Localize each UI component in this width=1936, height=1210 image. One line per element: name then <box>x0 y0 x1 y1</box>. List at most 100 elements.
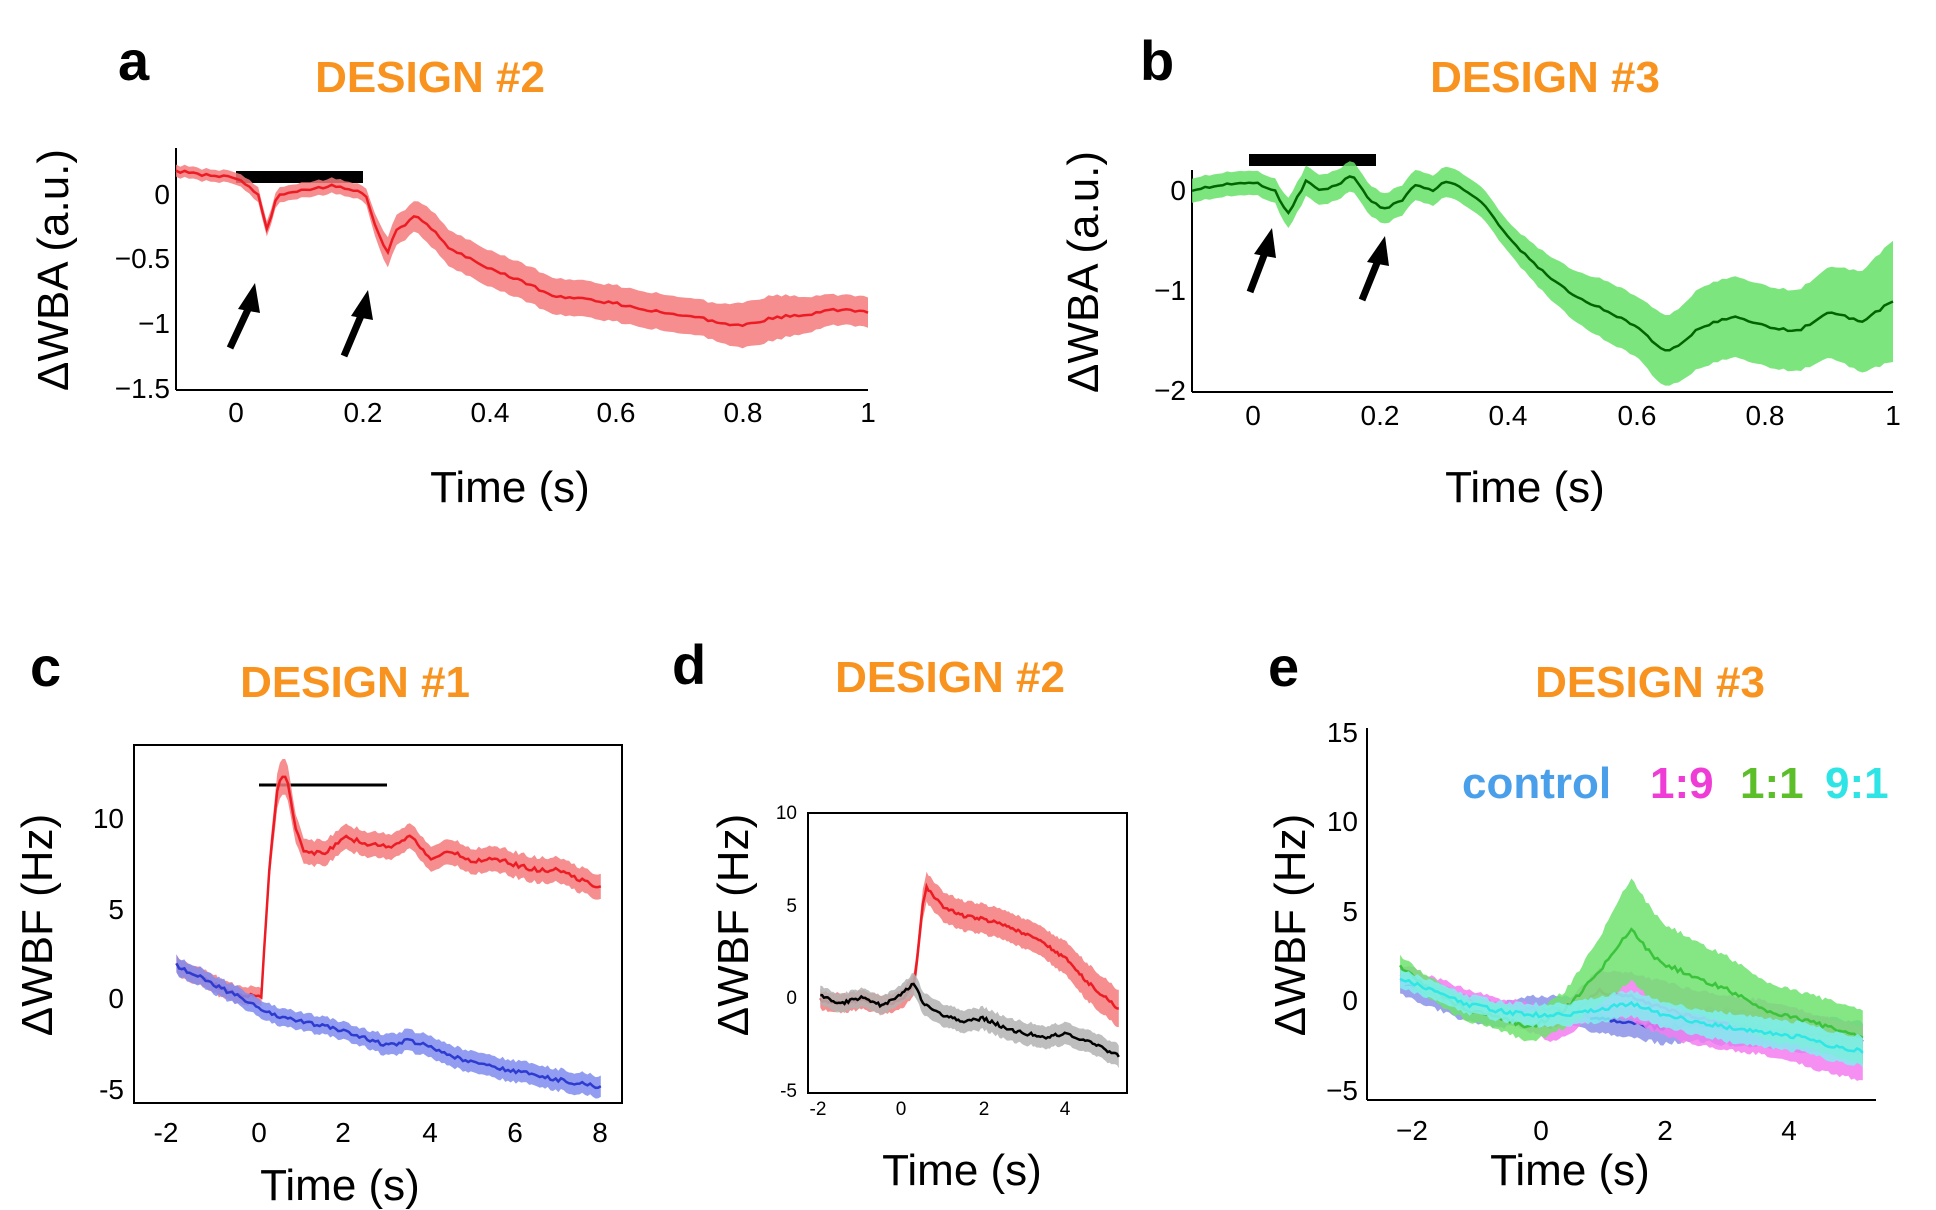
panel-e-ylabel: ΔWBF (Hz) <box>1266 814 1315 1036</box>
panel-b-plot <box>1191 161 1894 386</box>
panel-a-ytick-2: −1 <box>138 308 170 339</box>
panel-e-xtick-1: 0 <box>1533 1115 1549 1146</box>
panel-c-xtick-1: 0 <box>251 1117 267 1148</box>
panel-d-xtick-0: -2 <box>810 1099 827 1120</box>
panel-a-xtick-0: 0 <box>228 397 244 428</box>
panel-e-plot <box>1399 878 1864 1081</box>
panel-a-series-0-line <box>175 169 869 328</box>
panel-c-ytick-3: -5 <box>99 1074 124 1105</box>
panel-a-ylabel: ΔWBA (a.u.) <box>29 149 78 391</box>
panel-e-series-1-error-band <box>1400 965 1863 1081</box>
panel-a-xtick-4: 0.8 <box>724 397 763 428</box>
panel-b-xtick-1: 0.2 <box>1361 400 1400 431</box>
panel-e-ytick-2: 5 <box>1342 896 1358 927</box>
panel-d-series-0-error-band <box>820 871 1119 1028</box>
panel-d-series-1-line <box>820 982 1120 1058</box>
panel-d-xtick-1: 0 <box>896 1099 907 1120</box>
panel-d-ytick-1: 5 <box>786 896 797 917</box>
panel-c-xtick-2: 2 <box>335 1117 351 1148</box>
panel-b-label: b <box>1140 29 1174 92</box>
panel-e-xtick-3: 4 <box>1781 1115 1797 1146</box>
panel-a-ytick-3: −1.5 <box>115 373 170 404</box>
panel-d-label: d <box>672 633 706 696</box>
panel-b-arrow-2 <box>1358 236 1389 302</box>
panel-c-series-1-line <box>175 962 602 1090</box>
panel-b-ytick-2: −2 <box>1154 375 1186 406</box>
panel-c-frame <box>133 744 623 1104</box>
panel-d-ytick-0: 10 <box>776 803 797 824</box>
panel-b-ytick-1: −1 <box>1154 275 1186 306</box>
panel-d-frame <box>807 812 1128 1094</box>
panel-c-ylabel: ΔWBF (Hz) <box>13 814 62 1036</box>
panel-c-series-1-error-band <box>176 954 601 1099</box>
panel-c-title: DESIGN #1 <box>240 658 470 707</box>
panel-c-xlabel: Time (s) <box>260 1161 420 1210</box>
panel-c-ytick-2: 0 <box>108 983 124 1014</box>
panel-d-ytick-3: -5 <box>780 1081 797 1102</box>
panel-d-y-ticks: 10 5 0 -5 <box>776 803 797 1102</box>
panel-c-ytick-0: 10 <box>93 803 124 834</box>
panel-e-ytick-4: −5 <box>1326 1075 1358 1106</box>
panel-b-xtick-0: 0 <box>1245 400 1261 431</box>
panel-d-ytick-2: 0 <box>786 988 797 1009</box>
panel-a-title: DESIGN #2 <box>315 53 545 102</box>
panel-b: b DESIGN #3 0 0.2 0.4 0.6 0.8 1 0 −1 −2 … <box>1059 29 1901 512</box>
panel-b-y-ticks: 0 −1 −2 <box>1154 175 1186 406</box>
panel-e-x-ticks: −2 0 2 4 <box>1396 1115 1797 1146</box>
panel-d-plot <box>819 871 1120 1069</box>
panel-a-xtick-1: 0.2 <box>344 397 383 428</box>
panel-e-series-3-error-band <box>1400 969 1863 1068</box>
panel-e-title: DESIGN #3 <box>1535 658 1765 707</box>
panel-a-xtick-5: 1 <box>860 397 876 428</box>
panel-c-series-0-error-band <box>176 759 601 1007</box>
panel-a-plot <box>175 164 869 349</box>
legend-1-9: 1:9 <box>1650 759 1714 808</box>
panel-d: d DESIGN #2 -2 0 2 4 10 5 0 -5 Time (s) … <box>672 633 1128 1195</box>
panel-c-y-ticks: 10 5 0 -5 <box>93 803 124 1105</box>
panel-a-xtick-3: 0.6 <box>597 397 636 428</box>
panel-c-label: c <box>30 635 61 698</box>
panel-b-xtick-5: 1 <box>1885 400 1901 431</box>
panel-a-xlabel: Time (s) <box>430 463 590 512</box>
panel-c-ytick-1: 5 <box>108 894 124 925</box>
panel-b-xlabel: Time (s) <box>1445 463 1605 512</box>
panel-a-y-ticks: 0 −0.5 −1 −1.5 <box>115 179 170 404</box>
panel-b-series-0-line <box>1191 175 1894 352</box>
panel-c-xtick-4: 6 <box>507 1117 523 1148</box>
panel-a: a DESIGN #2 0 0.2 0.4 0.6 0.8 1 0 −0.5 −… <box>29 29 876 512</box>
panel-d-xtick-3: 4 <box>1060 1099 1071 1120</box>
panel-e-y-ticks: 15 10 5 0 −5 <box>1326 717 1358 1106</box>
panel-c-xtick-5: 8 <box>592 1117 608 1148</box>
panel-e-ytick-1: 10 <box>1327 806 1358 837</box>
panel-e-ytick-0: 15 <box>1327 717 1358 748</box>
panel-c-xtick-3: 4 <box>422 1117 438 1148</box>
panel-e: e DESIGN #3 −2 0 2 4 15 10 5 0 −5 Time (… <box>1266 635 1889 1195</box>
panel-d-xtick-2: 2 <box>979 1099 990 1120</box>
panel-a-arrow-1 <box>226 283 260 350</box>
panel-e-xtick-2: 2 <box>1657 1115 1673 1146</box>
panel-e-ytick-3: 0 <box>1342 985 1358 1016</box>
panel-a-ytick-1: −0.5 <box>115 243 170 274</box>
panel-e-xtick-0: −2 <box>1396 1115 1428 1146</box>
panel-e-legend: control 1:9 1:1 9:1 <box>1462 759 1889 808</box>
legend-control: control <box>1462 759 1611 808</box>
panel-b-ytick-0: 0 <box>1170 175 1186 206</box>
panel-a-x-ticks: 0 0.2 0.4 0.6 0.8 1 <box>228 397 876 428</box>
panel-b-ylabel: ΔWBA (a.u.) <box>1059 151 1108 393</box>
panel-a-arrow-2 <box>340 290 373 358</box>
panel-a-ytick-0: 0 <box>154 179 170 210</box>
legend-9-1: 9:1 <box>1825 759 1889 808</box>
panel-b-x-ticks: 0 0.2 0.4 0.6 0.8 1 <box>1245 400 1901 431</box>
panel-d-ylabel: ΔWBF (Hz) <box>709 814 758 1036</box>
panel-a-series-0-error-band <box>176 164 868 349</box>
panel-c-plot <box>175 759 602 1099</box>
panel-b-series-0-error-band <box>1192 161 1893 386</box>
panel-b-xtick-2: 0.4 <box>1489 400 1528 431</box>
panel-c-x-ticks: -2 0 2 4 6 8 <box>154 1117 608 1148</box>
panel-e-xlabel: Time (s) <box>1490 1146 1650 1195</box>
panel-d-xlabel: Time (s) <box>882 1146 1042 1195</box>
panel-a-xtick-2: 0.4 <box>471 397 510 428</box>
panel-a-label: a <box>118 29 150 92</box>
panel-c-xtick-0: -2 <box>154 1117 179 1148</box>
